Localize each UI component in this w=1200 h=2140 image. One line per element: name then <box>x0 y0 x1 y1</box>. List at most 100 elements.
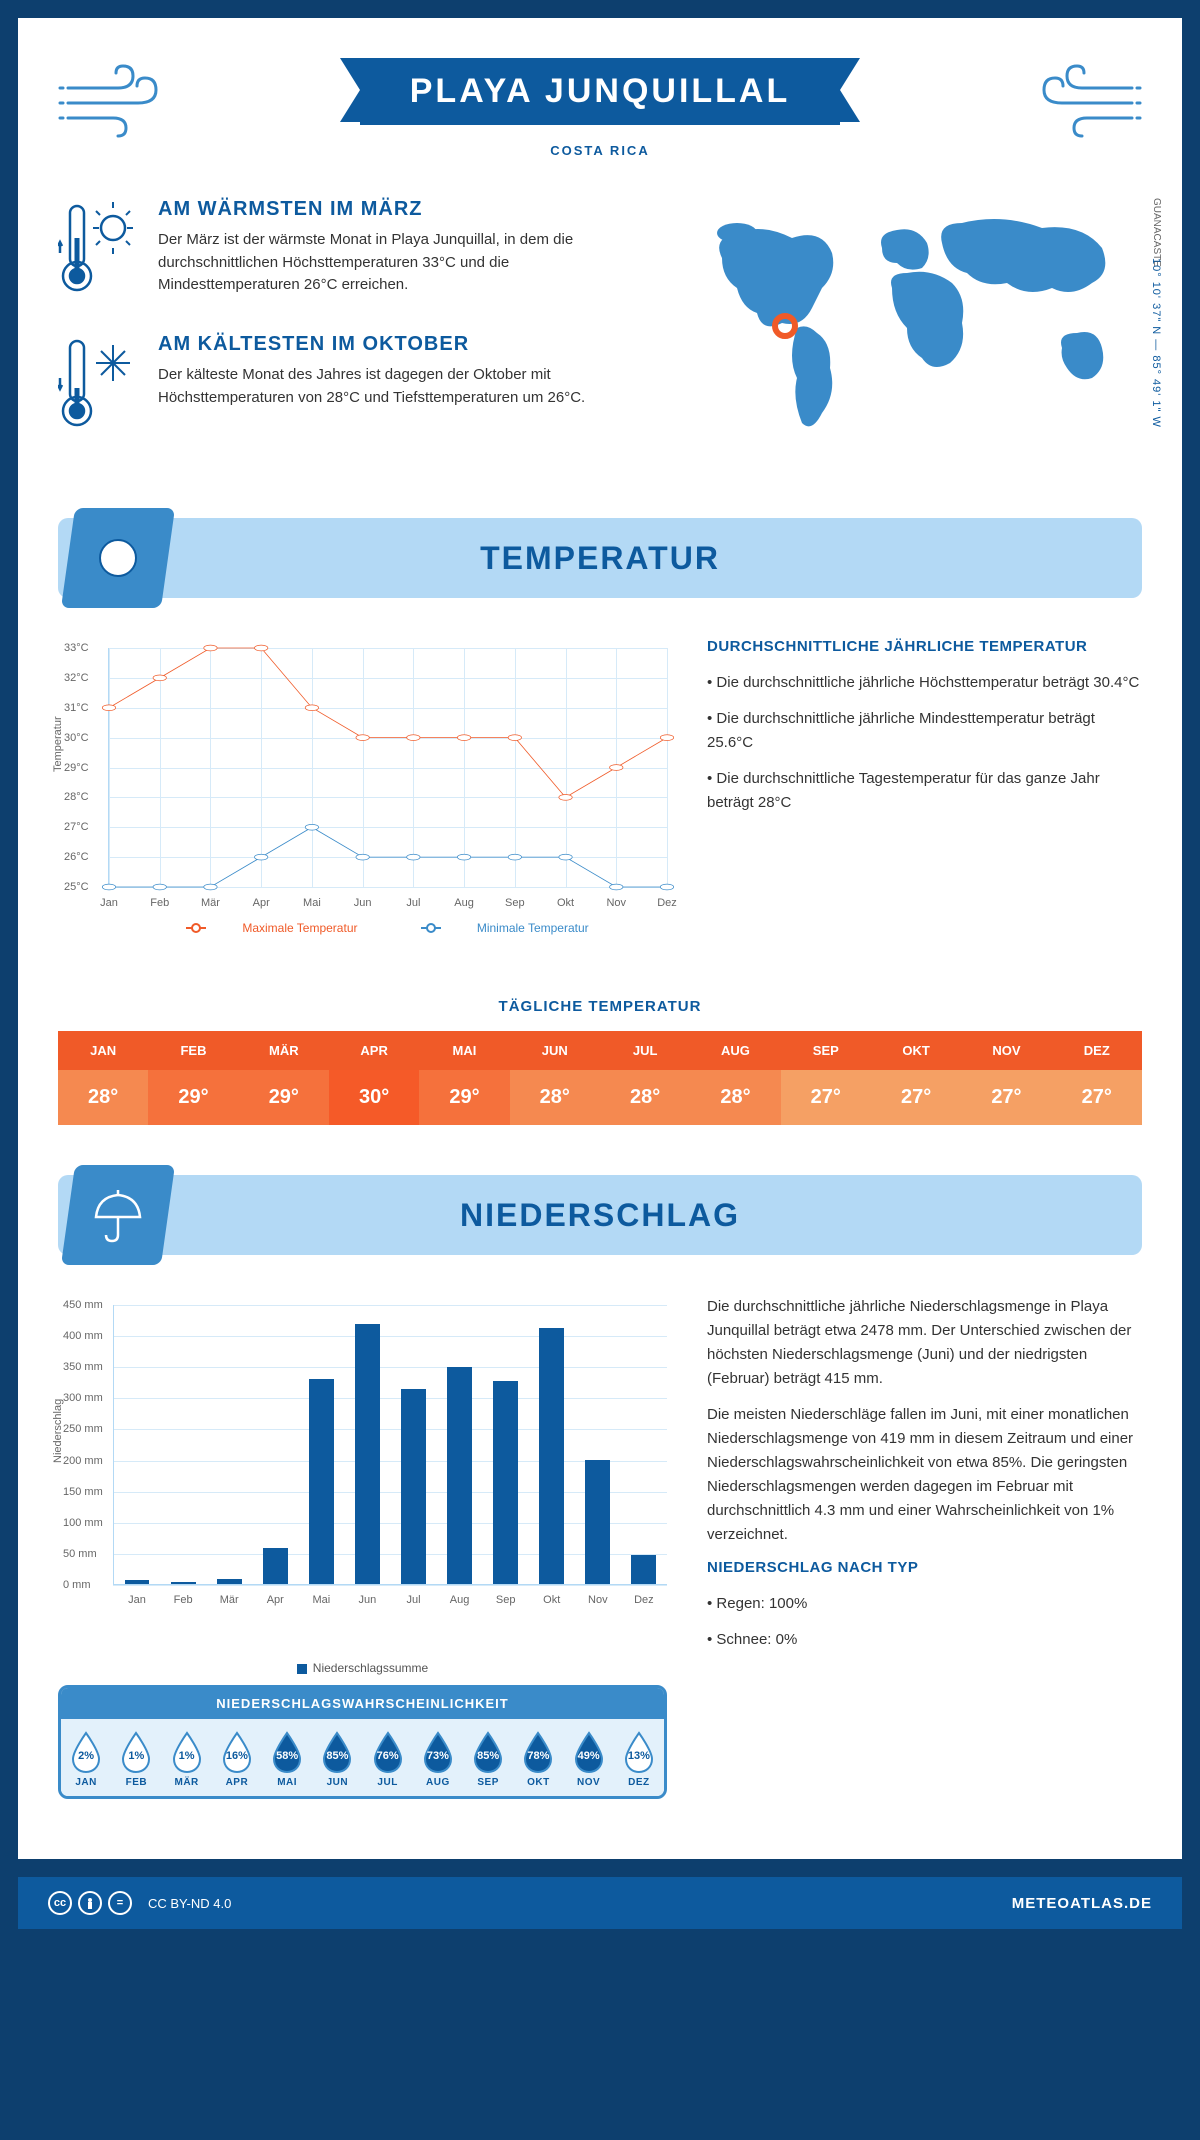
region-label: GUANACASTE <box>1151 198 1162 267</box>
temp-y-label: Temperatur <box>52 716 64 772</box>
coldest-block: AM KÄLTESTEN IM OKTOBER Der kälteste Mon… <box>58 333 642 438</box>
coldest-text: Der kälteste Monat des Jahres ist dagege… <box>158 364 642 409</box>
precip-type-point: Schnee: 0% <box>707 1628 1142 1652</box>
prob-cell: 58%MAI <box>262 1719 312 1796</box>
umbrella-icon <box>61 1165 175 1265</box>
daily-col: NOV27° <box>961 1031 1051 1125</box>
page-subtitle: COSTA RICA <box>58 143 1142 158</box>
y-tick: 31°C <box>64 702 89 714</box>
precip-text-1: Die durchschnittliche jährliche Niedersc… <box>707 1295 1142 1391</box>
temp-point: Die durchschnittliche Tagestemperatur fü… <box>707 767 1142 815</box>
y-tick: 28°C <box>64 791 89 803</box>
cc-icons: cc = CC BY-ND 4.0 <box>48 1891 231 1915</box>
drop-icon: 13% <box>622 1731 656 1773</box>
prob-title: NIEDERSCHLAGSWAHRSCHEINLICHKEIT <box>61 1688 664 1719</box>
daily-col: JUN28° <box>510 1031 600 1125</box>
daily-col: JUL28° <box>600 1031 690 1125</box>
y-tick: 32°C <box>64 672 89 684</box>
temp-legend: Maximale Temperatur Minimale Temperatur <box>108 918 667 935</box>
legend-min: Minimale Temperatur <box>477 921 589 935</box>
precip-type-point: Regen: 100% <box>707 1592 1142 1616</box>
x-tick: Mär <box>201 897 220 909</box>
temperature-title: TEMPERATUR <box>480 540 850 577</box>
prob-cell: 1%FEB <box>111 1719 161 1796</box>
drop-icon: 49% <box>572 1731 606 1773</box>
daily-col: FEB29° <box>148 1031 238 1125</box>
precip-text-2: Die meisten Niederschläge fallen im Juni… <box>707 1403 1142 1547</box>
prob-cell: 1%MÄR <box>162 1719 212 1796</box>
world-map: GUANACASTE 10° 10' 37" N — 85° 49' 1" W <box>682 198 1142 468</box>
legend-max: Maximale Temperatur <box>242 921 357 935</box>
bar-slot: Apr <box>252 1305 298 1584</box>
x-tick: Mai <box>303 897 321 909</box>
bar-y-tick: 400 mm <box>63 1330 103 1342</box>
prob-cell: 85%JUN <box>312 1719 362 1796</box>
thermometer-snow-icon <box>58 333 138 438</box>
drop-icon: 58% <box>270 1731 304 1773</box>
bar-slot: Nov <box>575 1305 621 1584</box>
y-tick: 29°C <box>64 762 89 774</box>
prob-cell: 76%JUL <box>363 1719 413 1796</box>
precipitation-title: NIEDERSCHLAG <box>460 1197 870 1234</box>
daily-temp-title: TÄGLICHE TEMPERATUR <box>58 998 1142 1015</box>
prob-cell: 2%JAN <box>61 1719 111 1796</box>
daily-col: SEP27° <box>781 1031 871 1125</box>
bar-y-tick: 450 mm <box>63 1299 103 1311</box>
x-tick: Okt <box>557 897 574 909</box>
drop-icon: 73% <box>421 1731 455 1773</box>
bar-slot: Jul <box>390 1305 436 1584</box>
x-tick: Apr <box>253 897 270 909</box>
probability-panel: NIEDERSCHLAGSWAHRSCHEINLICHKEIT 2%JAN1%F… <box>58 1685 667 1799</box>
by-icon <box>78 1891 102 1915</box>
prob-cell: 13%DEZ <box>614 1719 664 1796</box>
sun-icon <box>61 508 175 608</box>
prob-cell: 16%APR <box>212 1719 262 1796</box>
x-tick: Aug <box>454 897 474 909</box>
info-row: AM WÄRMSTEN IM MÄRZ Der März ist der wär… <box>58 198 1142 468</box>
x-tick: Sep <box>505 897 525 909</box>
temperature-summary: DURCHSCHNITTLICHE JÄHRLICHE TEMPERATUR D… <box>707 638 1142 958</box>
daily-col: APR30° <box>329 1031 419 1125</box>
temp-point: Die durchschnittliche jährliche Höchstte… <box>707 671 1142 695</box>
temperature-section-bar: TEMPERATUR <box>58 518 1142 598</box>
bar-slot: Dez <box>621 1305 667 1584</box>
drop-icon: 1% <box>119 1731 153 1773</box>
y-tick: 30°C <box>64 732 89 744</box>
x-tick: Dez <box>657 897 677 909</box>
bar-y-tick: 300 mm <box>63 1392 103 1404</box>
x-tick: Jan <box>100 897 118 909</box>
bar-y-tick: 150 mm <box>63 1486 103 1498</box>
drop-icon: 2% <box>69 1731 103 1773</box>
bar-y-tick: 250 mm <box>63 1423 103 1435</box>
warmest-text: Der März ist der wärmste Monat in Playa … <box>158 229 642 297</box>
x-tick: Jun <box>354 897 372 909</box>
wind-icon-right <box>1022 58 1142 138</box>
drop-icon: 78% <box>521 1731 555 1773</box>
warmest-title: AM WÄRMSTEN IM MÄRZ <box>158 198 642 221</box>
temp-point: Die durchschnittliche jährliche Mindestt… <box>707 707 1142 755</box>
daily-temp-table: JAN28°FEB29°MÄR29°APR30°MAI29°JUN28°JUL2… <box>58 1031 1142 1125</box>
temperature-line-chart: Temperatur 25°C26°C27°C28°C29°C30°C31°C3… <box>58 638 667 958</box>
y-tick: 25°C <box>64 881 89 893</box>
bar-y-tick: 100 mm <box>63 1517 103 1529</box>
coords-label: 10° 10' 37" N — 85° 49' 1" W <box>1150 258 1162 428</box>
bar-legend-label: Niederschlagssumme <box>313 1661 428 1675</box>
precipitation-bar-chart: Niederschlag JanFebMärAprMaiJunJulAugSep… <box>58 1295 667 1655</box>
page-title: PLAYA JUNQUILLAL <box>360 58 841 125</box>
bar-slot: Jan <box>114 1305 160 1584</box>
prob-cell: 78%OKT <box>513 1719 563 1796</box>
bar-legend: Niederschlagssumme <box>58 1661 667 1675</box>
header: PLAYA JUNQUILLAL COSTA RICA <box>58 58 1142 158</box>
prob-cell: 73%AUG <box>413 1719 463 1796</box>
y-tick: 26°C <box>64 851 89 863</box>
precip-type-title: NIEDERSCHLAG NACH TYP <box>707 1559 1142 1576</box>
bar-slot: Mär <box>206 1305 252 1584</box>
bar-slot: Sep <box>483 1305 529 1584</box>
footer: cc = CC BY-ND 4.0 METEOATLAS.DE <box>18 1877 1182 1929</box>
drop-icon: 85% <box>320 1731 354 1773</box>
drop-icon: 1% <box>170 1731 204 1773</box>
bar-y-tick: 200 mm <box>63 1455 103 1467</box>
bar-y-tick: 350 mm <box>63 1361 103 1373</box>
prob-cell: 85%SEP <box>463 1719 513 1796</box>
coldest-title: AM KÄLTESTEN IM OKTOBER <box>158 333 642 356</box>
